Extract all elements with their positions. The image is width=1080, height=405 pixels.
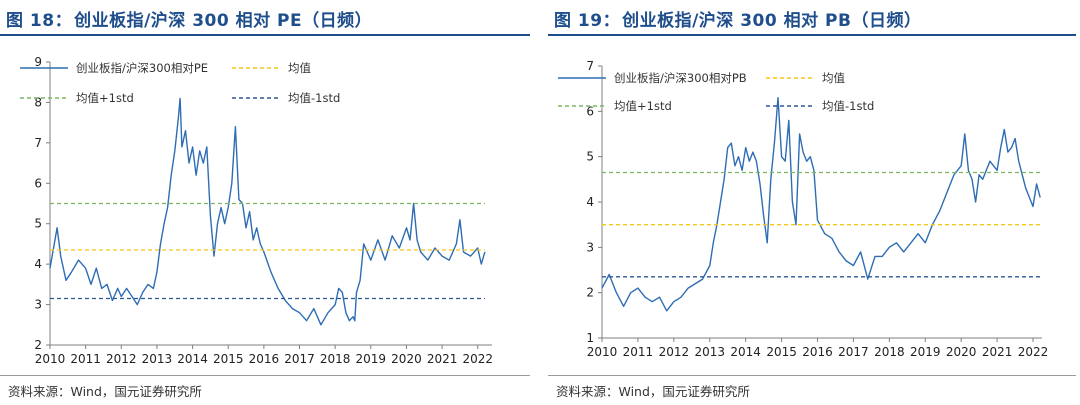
y-tick-label: 2: [34, 338, 42, 352]
pe-line-chart: 2 3 4 5 6 7 8 9 2010 2011 2012 2013 2014 2015 2016 2017…: [20, 55, 493, 366]
x-tick-label: 2015: [213, 352, 244, 366]
x-tick-label: 2014: [177, 352, 208, 366]
legend-label: 均值+1std: [76, 91, 134, 105]
y-tick-label: 7: [586, 59, 594, 73]
y-tick-label: 6: [34, 176, 42, 190]
legend-label: 均值: [288, 61, 311, 75]
y-tick-label: 5: [34, 217, 42, 231]
source-note: 资料来源：Wind，国元证券研究所: [556, 384, 750, 399]
x-tick-label: 2011: [623, 345, 654, 359]
legend-label: 均值+1std: [614, 99, 672, 113]
y-tick-label: 7: [34, 136, 42, 150]
x-tick-label: 2014: [730, 345, 761, 359]
x-tick-label: 2012: [659, 345, 690, 359]
figure-19: 图 19： 创业板指/沪深 300 相对 PB（日频） 1 2 3 4 5 6 7 2010 20…: [548, 0, 1078, 405]
figure-title: 图 18： 创业板指/沪深 300 相对 PE（日频）: [6, 6, 372, 31]
legend-item: 均值: [232, 61, 311, 75]
legend-item: 创业板指/沪深300相对PB: [558, 71, 747, 85]
axes: 2 3 4 5 6 7 8 9 2010 2011 2012 2013 2014 2015 2016 2017…: [34, 55, 493, 366]
x-tick-label: 2011: [70, 352, 101, 366]
x-tick-label: 2010: [35, 352, 66, 366]
ratio-series-line: [49, 97, 486, 326]
y-tick-label: 4: [34, 257, 42, 271]
legend-label: 创业板指/沪深300相对PB: [614, 71, 747, 85]
legend-label: 均值: [822, 71, 845, 85]
x-tick-label: 2013: [142, 352, 173, 366]
x-tick-label: 2016: [802, 345, 833, 359]
figure-title: 图 19： 创业板指/沪深 300 相对 PB（日频）: [554, 6, 921, 31]
y-tick-label: 8: [34, 95, 42, 109]
figure-number: 图 18：: [6, 11, 73, 31]
figure-title-text: 创业板指/沪深 300 相对 PB（日频）: [622, 11, 922, 31]
legend-item: 均值+1std: [20, 91, 134, 105]
title-underline: [0, 34, 530, 36]
y-tick-label: 3: [586, 240, 594, 254]
source-note: 资料来源：Wind，国元证券研究所: [8, 384, 202, 399]
axes: 1 2 3 4 5 6 7 2010 2011 2012 2013 2014 2015 2016 2017 2…: [586, 59, 1048, 359]
y-tick-label: 9: [34, 55, 42, 69]
y-tick-label: 3: [34, 298, 42, 312]
x-tick-label: 2020: [946, 345, 977, 359]
x-tick-label: 2012: [106, 352, 137, 366]
x-tick-label: 2019: [910, 345, 941, 359]
pb-line-chart: 1 2 3 4 5 6 7 2010 2011 2012 2013 2014 2015 2016 2017 2…: [558, 59, 1048, 359]
legend-item: 均值-1std: [232, 91, 340, 105]
y-tick-label: 4: [586, 195, 594, 209]
x-tick-label: 2018: [874, 345, 905, 359]
x-tick-label: 2016: [249, 352, 280, 366]
figure-title-text: 创业板指/沪深 300 相对 PE（日频）: [74, 11, 373, 31]
x-tick-label: 2013: [694, 345, 725, 359]
figure-number: 图 19：: [554, 11, 621, 31]
figure-18: 图 18： 创业板指/沪深 300 相对 PE（日频） 2 3 4 5 6 7 8 9 2010 2…: [0, 0, 530, 405]
y-tick-label: 6: [586, 104, 594, 118]
ratio-series-line: [601, 97, 1041, 312]
source-divider: [0, 375, 530, 376]
legend-label: 创业板指/沪深300相对PE: [76, 61, 208, 75]
x-tick-label: 2021: [427, 352, 458, 366]
y-tick-label: 5: [586, 150, 594, 164]
legend-item: 均值: [766, 71, 845, 85]
x-tick-label: 2017: [838, 345, 869, 359]
x-tick-label: 2018: [320, 352, 351, 366]
source-divider: [548, 375, 1076, 376]
x-tick-label: 2010: [587, 345, 618, 359]
x-tick-label: 2022: [462, 352, 493, 366]
x-tick-label: 2017: [284, 352, 315, 366]
x-tick-label: 2020: [391, 352, 422, 366]
y-tick-label: 1: [586, 331, 594, 345]
legend-item: 均值+1std: [558, 99, 672, 113]
legend-label: 均值-1std: [288, 91, 340, 105]
legend-label: 均值-1std: [822, 99, 874, 113]
title-underline: [548, 34, 1076, 36]
x-tick-label: 2019: [356, 352, 387, 366]
legend-item: 创业板指/沪深300相对PE: [20, 61, 208, 75]
x-tick-label: 2021: [982, 345, 1013, 359]
y-tick-label: 2: [586, 286, 594, 300]
x-tick-label: 2015: [766, 345, 797, 359]
x-tick-label: 2022: [1018, 345, 1049, 359]
legend-item: 均值-1std: [766, 99, 874, 113]
